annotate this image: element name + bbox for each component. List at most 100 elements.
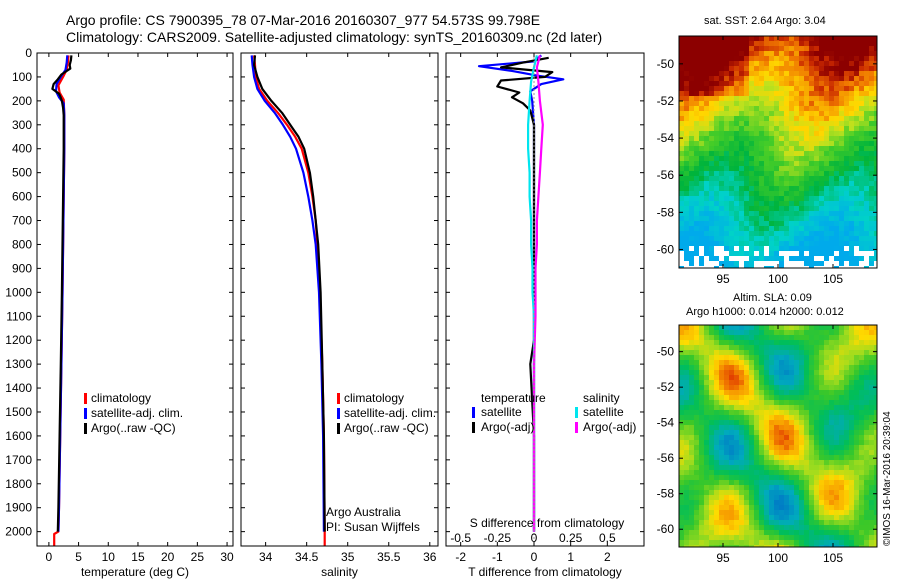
map-cell [844, 136, 850, 142]
map-cell [834, 345, 840, 351]
map-cell [779, 161, 785, 167]
map-cell [734, 545, 740, 547]
map-cell [799, 520, 805, 526]
map-cell [844, 525, 850, 531]
map-cell [719, 545, 725, 547]
map-cell [794, 256, 800, 262]
map-cell [839, 365, 845, 371]
map-cell [739, 460, 745, 466]
map-cell [769, 475, 775, 481]
map-cell [814, 246, 820, 252]
map-cell [729, 251, 735, 257]
depth-tick-label: 400 [12, 142, 32, 156]
map-cell [819, 360, 825, 366]
map-cell [729, 345, 735, 351]
map-cell [794, 101, 800, 107]
map-cell [744, 176, 750, 182]
map-cell [699, 425, 705, 431]
map-cell [714, 525, 720, 531]
map-cell [714, 395, 720, 401]
map-cell [704, 246, 710, 252]
map-cell [739, 116, 745, 122]
map-cell [784, 126, 790, 132]
map-cell [734, 440, 740, 446]
map-cell [844, 106, 850, 112]
map-cell [844, 156, 850, 162]
map-cell [744, 415, 750, 421]
map-cell [734, 101, 740, 107]
map-cell [739, 251, 745, 257]
map-cell [794, 455, 800, 461]
map-cell [829, 51, 835, 57]
map-cell [774, 415, 780, 421]
map-cell [744, 101, 750, 107]
imos-credit: ©IMOS 16-Mar-2016 20:39:04 [882, 411, 893, 546]
map-cell [849, 480, 855, 486]
map-cell [739, 530, 745, 536]
map-cell [874, 151, 877, 157]
map-cell [709, 136, 715, 142]
map-cell [689, 231, 695, 237]
map-cell [814, 505, 820, 511]
map-cell [864, 81, 870, 87]
map-cell [714, 91, 720, 97]
map-cell [729, 186, 735, 192]
map-cell [689, 51, 695, 57]
map-cell [764, 136, 770, 142]
map-cell [784, 345, 790, 351]
map-cell [689, 475, 695, 481]
map-cell [854, 405, 860, 411]
map-cell [739, 46, 745, 52]
map-cell [689, 540, 695, 546]
map-cell [789, 246, 795, 252]
map-cell [804, 211, 810, 217]
map-cell [754, 56, 760, 62]
map-cell [749, 450, 755, 456]
map-cell [689, 455, 695, 461]
map-cell [764, 266, 770, 268]
map-cell [844, 535, 850, 541]
map-cell [809, 430, 815, 436]
map-cell [679, 515, 685, 521]
map-cell [779, 266, 785, 268]
map-cell [734, 86, 740, 92]
map-cell [744, 61, 750, 67]
map-cell [799, 535, 805, 541]
map-cell [869, 66, 875, 72]
map-cell [834, 350, 840, 356]
map-cell [814, 460, 820, 466]
map-cell [779, 176, 785, 182]
map-cell [759, 525, 765, 531]
map-cell [764, 121, 770, 127]
map-cell [834, 71, 840, 77]
map-cell [774, 325, 780, 331]
map-cell [794, 251, 800, 257]
map-cell [854, 266, 860, 268]
map-cell [844, 166, 850, 172]
map-cell [734, 231, 740, 237]
map-cell [744, 121, 750, 127]
map-cell [809, 51, 815, 57]
map-cell [849, 390, 855, 396]
map-cell [694, 101, 700, 107]
map-cell [759, 41, 765, 47]
map-cell [804, 405, 810, 411]
map-cell [739, 360, 745, 366]
map-cell [854, 66, 860, 72]
map-cell [769, 505, 775, 511]
map-cell [684, 365, 690, 371]
map-cell [704, 141, 710, 147]
map-cell [774, 146, 780, 152]
map-cell [749, 256, 755, 262]
map-cell [874, 176, 877, 182]
map-cell [724, 495, 730, 501]
map-cell [839, 390, 845, 396]
map-cell [789, 261, 795, 267]
map-cell [724, 51, 730, 57]
map-cell [849, 61, 855, 67]
map-cell [839, 355, 845, 361]
map-cell [874, 256, 877, 262]
map-cell [854, 395, 860, 401]
map-cell [709, 410, 715, 416]
map-cell [874, 500, 877, 506]
